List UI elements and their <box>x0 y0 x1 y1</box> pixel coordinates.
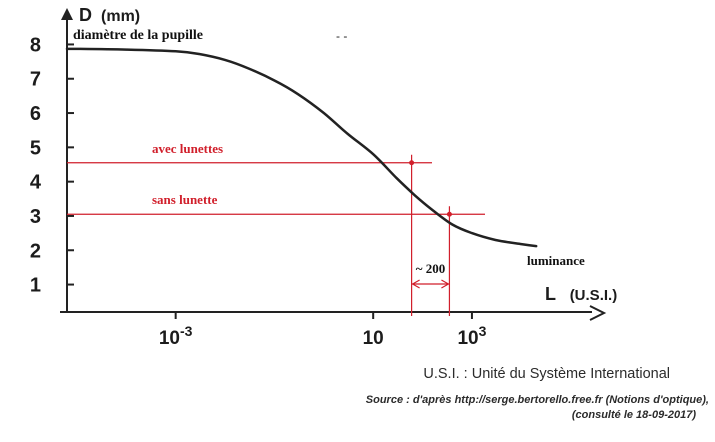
y-axis-label: D <box>79 5 92 25</box>
x-axis-arrow <box>589 305 607 321</box>
y-tick-label: 4 <box>30 172 42 194</box>
x-tick-label: 103 <box>457 323 486 349</box>
without-glasses-point <box>446 211 452 217</box>
x-tick-label: 10-3 <box>159 323 193 349</box>
data-line <box>65 47 538 248</box>
y-tick-label: 7 <box>30 69 41 91</box>
y-tick-label: 5 <box>30 137 41 159</box>
y-axis-title: D (mm) <box>79 5 140 25</box>
y-tick-label: 6 <box>30 103 41 125</box>
y-axis-unit: (mm) <box>101 8 140 25</box>
y-tick-label: 8 <box>30 34 41 56</box>
x-axis-title: L (U.S.I.) <box>545 284 617 304</box>
x-axis-label: L <box>545 284 556 304</box>
y-axis-arrow <box>61 8 73 20</box>
source-line-1: Source : d'après http://serge.bertorello… <box>366 394 709 406</box>
stray-text: - - <box>336 29 347 43</box>
curve-start-label: diamètre de la pupille <box>73 28 203 43</box>
y-tick-label: 2 <box>30 240 41 262</box>
y-tick-label: 1 <box>30 275 41 297</box>
with-glasses-label: avec lunettes <box>152 141 223 156</box>
source-line-2: (consulté le 18-09-2017) <box>572 409 696 421</box>
x-tick-label: 10 <box>363 328 384 349</box>
ratio-arrowhead-left <box>411 279 420 289</box>
usi-definition: U.S.I. : Unité du Système International <box>423 366 670 382</box>
ratio-label: ~ 200 <box>416 261 446 276</box>
y-tick-label: 3 <box>30 206 41 228</box>
x-axis-unit: (U.S.I.) <box>570 287 618 304</box>
ratio-arrowhead-right <box>441 279 450 289</box>
without-glasses-label: sans lunette <box>152 192 218 207</box>
curve-end-label: luminance <box>527 253 585 268</box>
with-glasses-point <box>409 160 415 166</box>
